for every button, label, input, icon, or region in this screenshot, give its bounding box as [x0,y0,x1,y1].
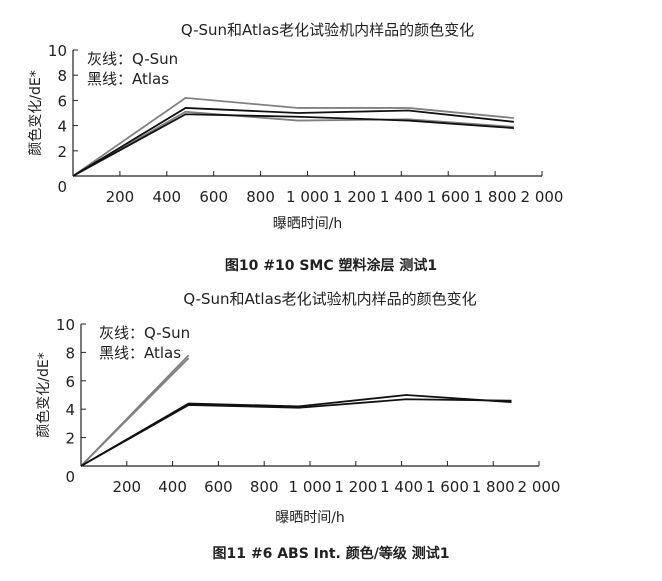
x-tick-label: 1 200 [334,478,377,496]
x-tick-label: 1 000 [289,478,332,496]
y-tick-label: 6 [57,92,67,110]
y-axis-label: 颜色变化/dE* [27,70,44,155]
x-tick-label: 200 [112,478,141,496]
legend-entry: 灰线：Q-Sun [87,50,178,68]
x-axis-label: 曝晒时间/h [273,216,343,232]
y-axis-label: 颜色变化/dE* [35,352,52,437]
series-line-atlas-4 [80,398,512,467]
x-tick-label: 1 600 [426,478,469,496]
x-tick-label: 1 400 [380,478,423,496]
x-tick-label: 200 [106,188,135,206]
legend-entry: 黑线：Atlas [99,344,181,362]
x-tick-label: 1 800 [474,188,517,206]
x-tick-label: 600 [199,188,228,206]
y-tick-label: 4 [57,118,67,136]
y-tick-label: 4 [65,401,75,419]
x-tick-label: 800 [246,188,275,206]
x-tick-label: 1 000 [286,188,329,206]
y-tick-label: 0 [57,178,67,196]
y-tick-label: 8 [57,67,67,85]
series-line-q-sun-1 [72,96,514,177]
x-tick-label: 800 [250,478,279,496]
x-tick-label: 400 [152,188,181,206]
x-tick-label: 600 [204,478,233,496]
y-tick-label: 10 [56,316,75,334]
y-tick-label: 6 [65,373,75,391]
y-tick-label: 2 [65,430,75,448]
x-tick-label: 1 200 [333,188,376,206]
y-tick-label: 2 [57,143,67,161]
series-line-q-sun-2 [80,357,190,467]
series-line-q-sun-2 [72,110,514,177]
legend-entry: 黑线：Atlas [87,70,169,88]
series-line-atlas-3 [80,394,512,467]
x-tick-label: 400 [158,478,187,496]
chart-title: Q-Sun和Atlas老化试验机内样品的颜色变化 [183,290,476,308]
series-line-atlas-4 [72,113,514,177]
y-tick-label: 0 [65,468,75,486]
chart-title: Q-Sun和Atlas老化试验机内样品的颜色变化 [181,21,474,39]
y-tick-label: 10 [48,42,67,60]
chart-2 [80,323,540,467]
series-line-atlas-3 [72,107,514,177]
y-tick-label: 8 [65,344,75,362]
x-axis-label: 曝晒时间/h [275,510,345,526]
legend-entry: 灰线：Q-Sun [99,324,190,342]
x-tick-label: 2 000 [521,188,564,206]
x-tick-label: 1 600 [427,188,470,206]
x-tick-label: 1 400 [380,188,423,206]
x-tick-label: 1 800 [472,478,515,496]
figure-caption: 图10 #10 SMC 塑料涂层 测试1 [225,257,437,274]
figure-caption: 图11 #6 ABS Int. 颜色/等级 测试1 [213,545,450,562]
x-tick-label: 2 000 [518,478,561,496]
chart-1 [72,49,543,177]
